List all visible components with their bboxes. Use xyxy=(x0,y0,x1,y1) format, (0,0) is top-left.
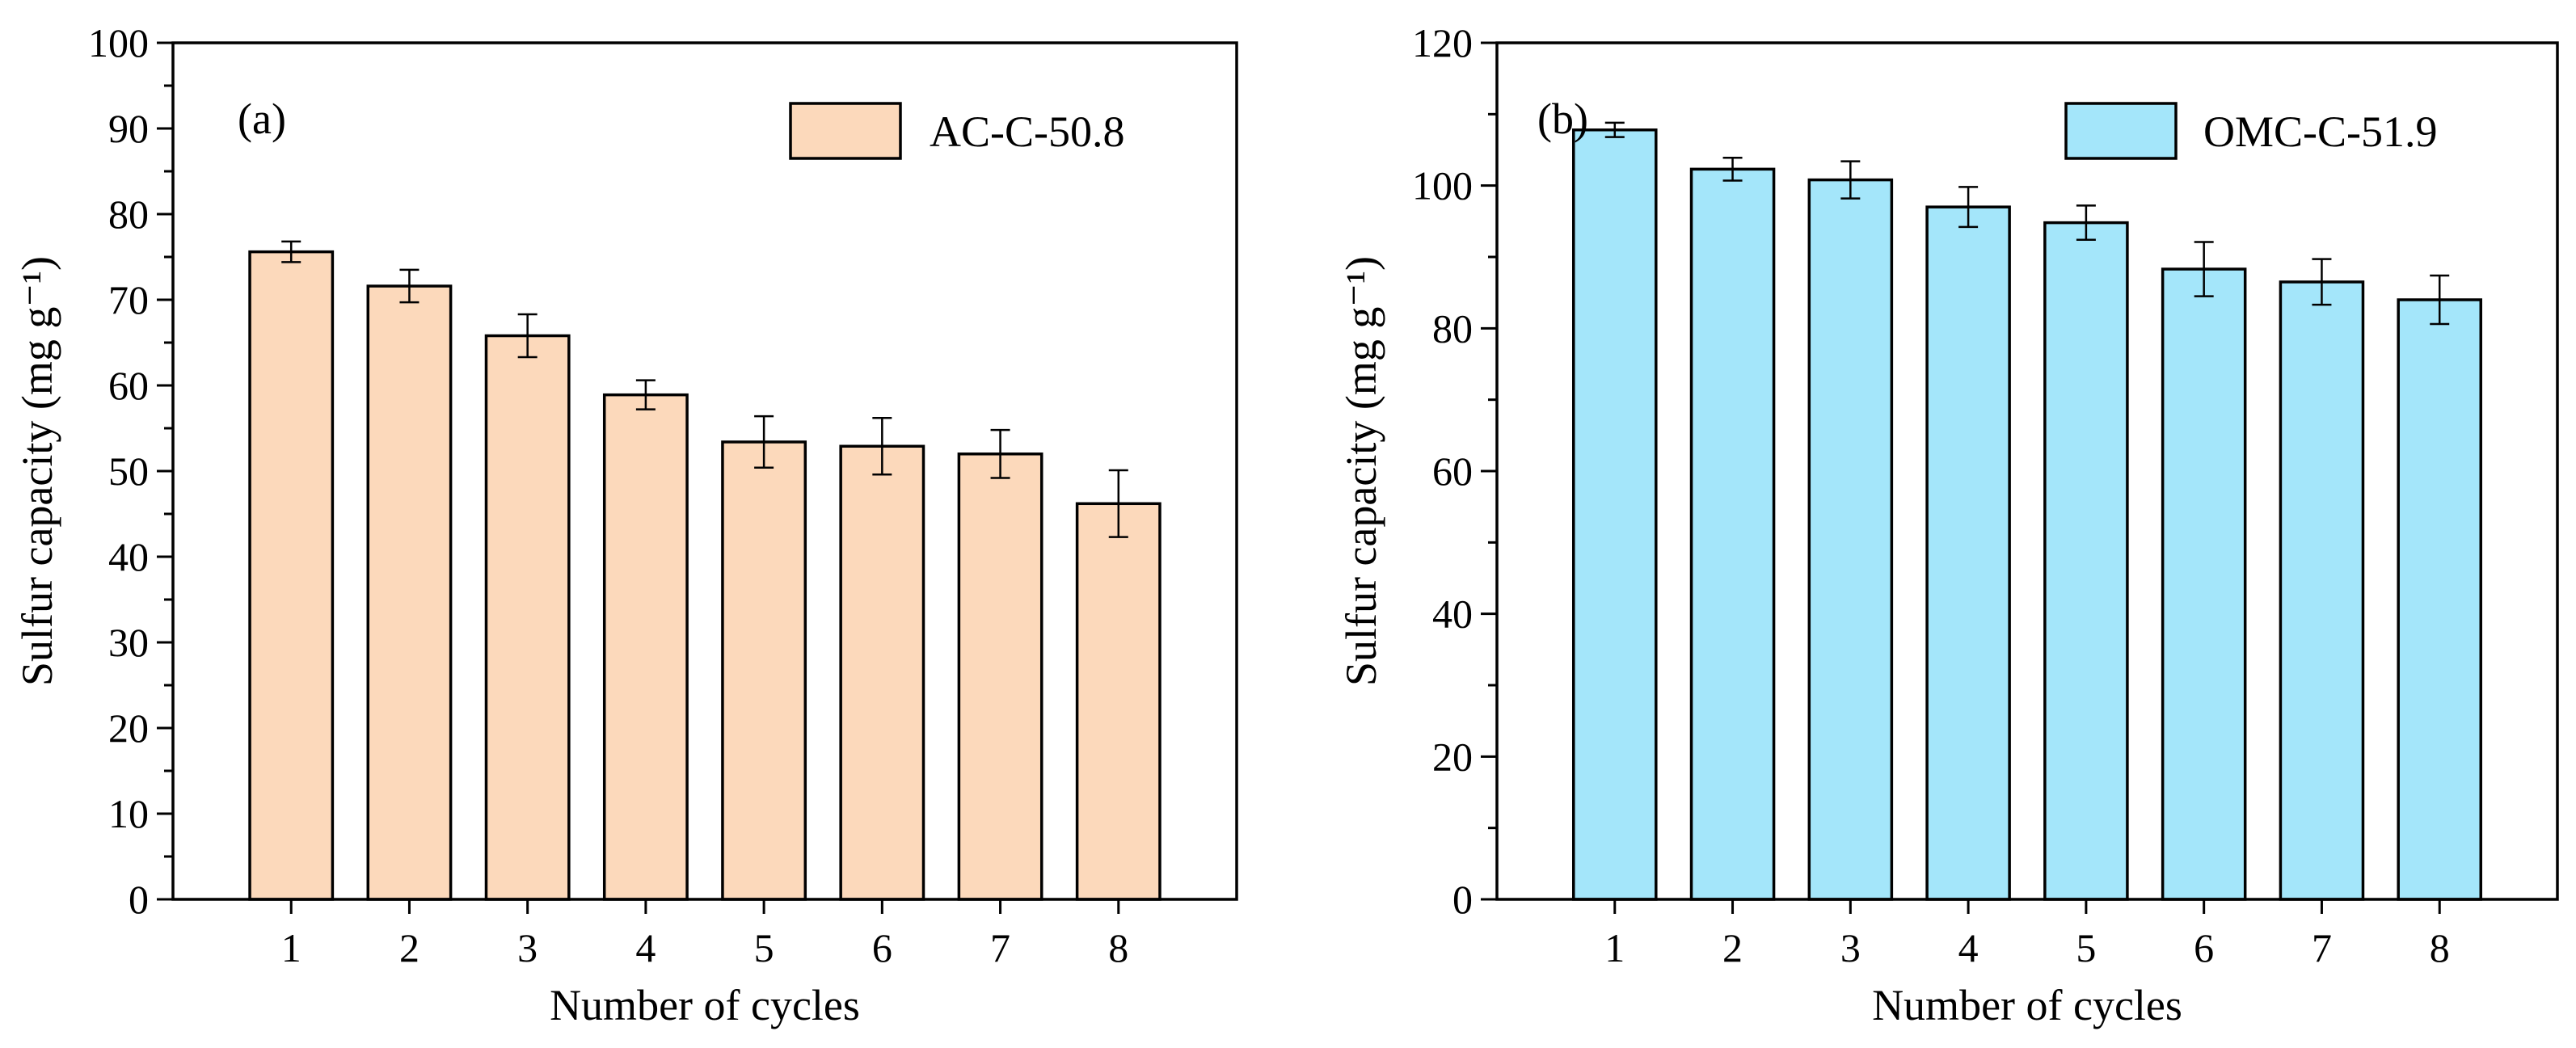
y-tick-label: 60 xyxy=(1432,448,1473,494)
bar xyxy=(957,452,1043,901)
y-axis-title: Sulfur capacity (mg g⁻¹) xyxy=(13,256,61,686)
y-tick-label: 0 xyxy=(129,877,149,922)
bar xyxy=(2397,298,2482,901)
x-tick-label: 1 xyxy=(281,925,301,970)
legend-label: OMC-C-51.9 xyxy=(2203,107,2438,156)
bar xyxy=(2279,280,2365,901)
bar xyxy=(1925,205,2011,901)
bar xyxy=(2161,267,2247,901)
y-tick-label: 40 xyxy=(1432,591,1473,637)
x-axis-title: Number of cycles xyxy=(1872,981,2182,1029)
y-tick-label: 90 xyxy=(108,106,149,151)
y-tick-label: 60 xyxy=(108,363,149,408)
x-tick-label: 5 xyxy=(2076,925,2096,970)
legend-label: AC-C-50.8 xyxy=(930,107,1125,156)
x-tick-label: 3 xyxy=(517,925,538,970)
x-tick-label: 4 xyxy=(635,925,656,970)
legend-swatch xyxy=(789,102,902,160)
y-tick-label: 120 xyxy=(1412,20,1473,65)
x-tick-label: 7 xyxy=(990,925,1010,970)
y-tick-label: 30 xyxy=(108,620,149,665)
x-tick-label: 6 xyxy=(872,925,892,970)
legend-swatch xyxy=(2064,102,2178,160)
y-tick-label: 100 xyxy=(88,20,149,65)
y-tick-label: 20 xyxy=(1432,734,1473,779)
y-tick-label: 10 xyxy=(108,791,149,836)
y-tick-label: 0 xyxy=(1452,877,1473,922)
x-tick-label: 7 xyxy=(2312,925,2332,970)
y-tick-label: 80 xyxy=(108,192,149,237)
x-tick-label: 8 xyxy=(2430,925,2450,970)
bar xyxy=(1807,178,1894,901)
bar xyxy=(839,444,925,901)
bar xyxy=(2043,221,2129,901)
x-tick-label: 6 xyxy=(2194,925,2214,970)
x-tick-label: 2 xyxy=(399,925,419,970)
bar xyxy=(366,284,453,901)
bar xyxy=(1075,502,1162,901)
x-tick-label: 3 xyxy=(1840,925,1861,970)
x-tick-label: 4 xyxy=(1958,925,1979,970)
x-tick-label: 5 xyxy=(754,925,774,970)
chart-panel-1: 0 10 20 30 40 50 60 70 80 90 100 1 2 3 4 5 6 7 8 Number of … xyxy=(13,20,1238,1029)
bar xyxy=(602,393,689,901)
y-tick-label: 80 xyxy=(1432,305,1473,351)
bar xyxy=(248,250,335,901)
panel-label: (b) xyxy=(1537,95,1588,143)
y-tick-label: 20 xyxy=(108,705,149,751)
x-tick-label: 2 xyxy=(1722,925,1743,970)
y-tick-label: 70 xyxy=(108,277,149,322)
panel-label: (a) xyxy=(238,95,286,143)
y-tick-label: 40 xyxy=(108,534,149,579)
bar xyxy=(721,440,807,901)
y-tick-label: 100 xyxy=(1412,163,1473,208)
bar xyxy=(1572,128,1658,901)
y-axis-title: Sulfur capacity (mg g⁻¹) xyxy=(1337,256,1385,686)
bar xyxy=(1689,167,1776,901)
x-tick-label: 8 xyxy=(1108,925,1128,970)
bar xyxy=(484,334,571,901)
x-axis-title: Number of cycles xyxy=(550,981,860,1029)
y-tick-label: 50 xyxy=(108,448,149,494)
chart-panel-2: 0 20 40 60 80 100 120 1 2 3 4 5 6 7 8 Number of cycles S… xyxy=(1337,20,2559,1029)
x-tick-label: 1 xyxy=(1604,925,1625,970)
